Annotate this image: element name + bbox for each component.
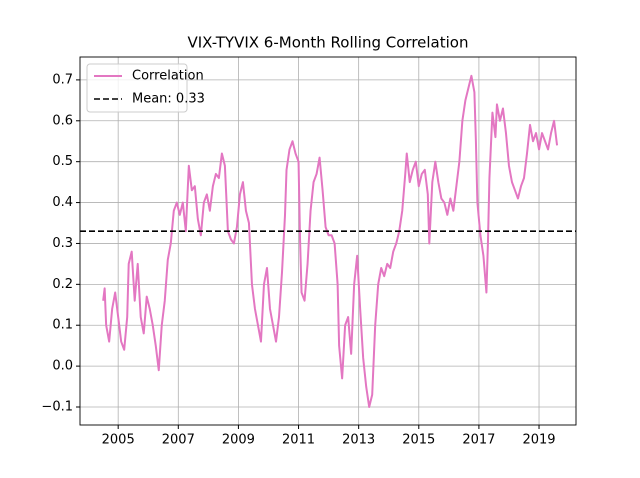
- y-tick-label: 0.7: [52, 72, 73, 87]
- x-tick-label: 2005: [102, 433, 135, 448]
- x-tick-label: 2011: [282, 433, 315, 448]
- y-tick-label: 0.5: [52, 154, 73, 169]
- y-tick-label: −0.1: [41, 400, 73, 415]
- x-tick-label: 2013: [342, 433, 375, 448]
- legend-label: Mean: 0.33: [132, 92, 205, 107]
- legend-label: Correlation: [132, 69, 204, 84]
- y-tick-label: 0.2: [52, 277, 73, 292]
- x-tick-label: 2009: [222, 433, 255, 448]
- x-tick-label: 2017: [462, 433, 495, 448]
- x-tick-label: 2019: [522, 433, 555, 448]
- chart-title: VIX-TYVIX 6-Month Rolling Correlation: [188, 34, 469, 52]
- y-tick-label: 0.6: [52, 113, 73, 128]
- y-tick-label: 0.1: [52, 318, 73, 333]
- y-tick-label: 0.3: [52, 236, 73, 251]
- y-tick-label: 0.0: [52, 359, 73, 374]
- y-tick-label: 0.4: [52, 195, 73, 210]
- data-line: [102, 74, 559, 409]
- axes-frame: [79, 56, 577, 426]
- x-tick-label: 2015: [402, 433, 435, 448]
- x-tick-label: 2007: [162, 433, 195, 448]
